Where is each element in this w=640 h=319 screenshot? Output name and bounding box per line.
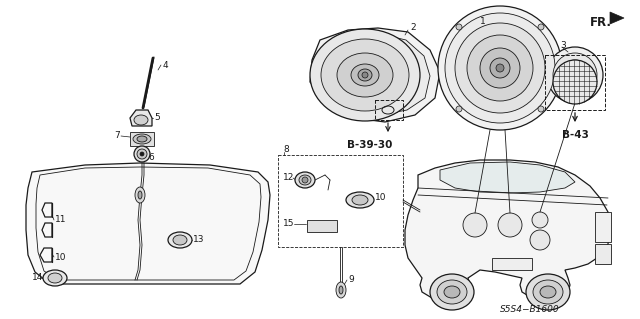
Ellipse shape — [430, 274, 474, 310]
Polygon shape — [610, 12, 624, 24]
Ellipse shape — [135, 187, 145, 203]
Text: 3: 3 — [560, 41, 566, 49]
Ellipse shape — [137, 136, 147, 142]
Text: 5: 5 — [154, 114, 160, 122]
Bar — [595, 244, 611, 264]
Ellipse shape — [362, 72, 368, 78]
Text: 13: 13 — [193, 235, 205, 244]
Ellipse shape — [173, 235, 187, 245]
Text: 15: 15 — [283, 219, 294, 228]
Ellipse shape — [533, 280, 563, 304]
Ellipse shape — [140, 152, 144, 156]
Text: FR.: FR. — [590, 16, 612, 29]
Ellipse shape — [339, 286, 343, 294]
Ellipse shape — [572, 72, 578, 78]
Text: 8: 8 — [283, 145, 289, 154]
Ellipse shape — [456, 106, 462, 112]
Ellipse shape — [310, 29, 420, 121]
Ellipse shape — [467, 35, 533, 101]
Polygon shape — [310, 28, 440, 122]
Text: S5S4−B1600: S5S4−B1600 — [500, 306, 560, 315]
Ellipse shape — [138, 191, 142, 199]
Ellipse shape — [295, 172, 315, 188]
Bar — [595, 212, 611, 242]
Polygon shape — [26, 163, 270, 284]
Ellipse shape — [438, 6, 562, 130]
Ellipse shape — [526, 274, 570, 310]
Ellipse shape — [336, 282, 346, 298]
Ellipse shape — [358, 69, 372, 81]
Ellipse shape — [133, 134, 151, 144]
Ellipse shape — [455, 23, 545, 113]
Ellipse shape — [337, 53, 393, 97]
Ellipse shape — [540, 286, 556, 298]
Text: 10: 10 — [375, 194, 387, 203]
Ellipse shape — [168, 232, 192, 248]
Ellipse shape — [43, 270, 67, 286]
Text: B-43: B-43 — [561, 130, 588, 140]
Bar — [307, 220, 337, 232]
Text: 4: 4 — [163, 61, 168, 70]
Ellipse shape — [445, 13, 555, 123]
Text: 10: 10 — [55, 254, 67, 263]
Ellipse shape — [48, 273, 62, 283]
Ellipse shape — [302, 177, 308, 183]
Text: B-39-30: B-39-30 — [348, 140, 393, 150]
Bar — [278, 155, 403, 247]
Bar — [375, 100, 403, 120]
Polygon shape — [130, 110, 152, 126]
Bar — [545, 55, 605, 110]
Ellipse shape — [456, 24, 462, 30]
Ellipse shape — [496, 64, 504, 72]
Polygon shape — [405, 160, 610, 300]
Ellipse shape — [490, 58, 510, 78]
Ellipse shape — [321, 39, 409, 111]
Ellipse shape — [437, 280, 467, 304]
Text: 9: 9 — [348, 276, 354, 285]
Ellipse shape — [299, 175, 311, 185]
Ellipse shape — [463, 213, 487, 237]
Ellipse shape — [498, 213, 522, 237]
Ellipse shape — [553, 60, 597, 104]
Ellipse shape — [134, 146, 150, 162]
Ellipse shape — [538, 106, 544, 112]
Ellipse shape — [352, 195, 368, 205]
Ellipse shape — [567, 67, 583, 83]
Ellipse shape — [547, 47, 603, 103]
Text: 7: 7 — [115, 131, 120, 140]
Bar — [130, 132, 154, 146]
Ellipse shape — [444, 286, 460, 298]
Text: 2: 2 — [410, 24, 415, 33]
Polygon shape — [440, 162, 575, 193]
Ellipse shape — [137, 149, 147, 159]
Polygon shape — [318, 34, 430, 115]
Ellipse shape — [532, 212, 548, 228]
Ellipse shape — [530, 230, 550, 250]
Ellipse shape — [351, 64, 379, 86]
Text: 11: 11 — [55, 216, 67, 225]
Text: 1: 1 — [480, 18, 486, 26]
Ellipse shape — [553, 53, 597, 97]
Ellipse shape — [538, 24, 544, 30]
Text: 6: 6 — [148, 153, 154, 162]
Text: 14: 14 — [32, 273, 44, 283]
Ellipse shape — [346, 192, 374, 208]
Ellipse shape — [560, 60, 590, 90]
Text: 12: 12 — [283, 174, 294, 182]
Ellipse shape — [480, 48, 520, 88]
Ellipse shape — [134, 115, 148, 125]
Bar — [492, 258, 532, 270]
